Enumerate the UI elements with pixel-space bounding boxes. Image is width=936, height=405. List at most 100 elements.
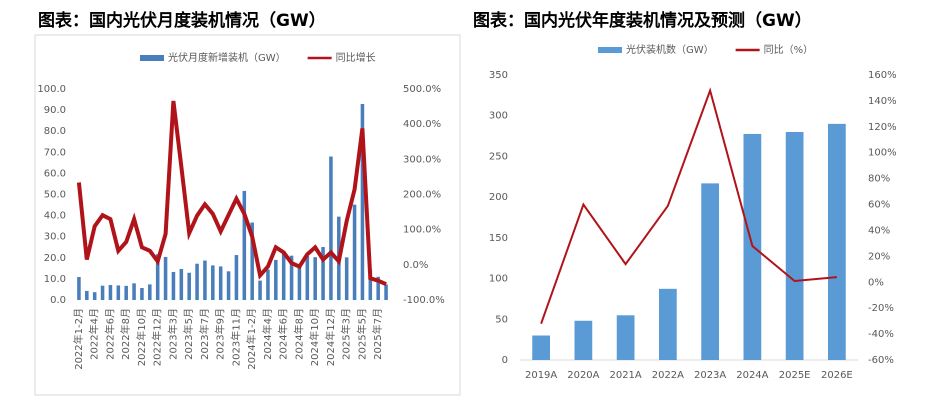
x-tick-label: 2024A: [736, 370, 768, 381]
y2-tick-label: -20%: [868, 303, 894, 314]
y2-tick-label: 40%: [868, 225, 890, 236]
bar: [828, 123, 846, 360]
bar: [281, 251, 286, 300]
x-tick-label: 2022年8月: [119, 308, 132, 360]
y-tick-label: 20.0: [44, 253, 66, 264]
y-tick-label: 80.0: [44, 126, 66, 137]
bar: [92, 292, 97, 300]
bar: [171, 271, 176, 300]
x-tick-label: 2022年6月: [103, 308, 116, 360]
bar: [344, 257, 349, 300]
bar: [360, 103, 365, 300]
y-tick-label: 70.0: [44, 147, 66, 158]
y-tick-label: 300: [489, 111, 508, 122]
x-tick-label: 2023年5月: [182, 308, 195, 360]
y-tick-label: 50.0: [44, 190, 66, 201]
y2-tick-label: -40%: [868, 329, 894, 340]
line: [76, 100, 387, 287]
bar: [203, 260, 207, 300]
x-tick-label: 2022年10月: [135, 308, 148, 366]
bar: [250, 222, 254, 300]
x-tick-label: 2023年7月: [198, 308, 211, 360]
bar: [659, 288, 677, 360]
y2-tick-label: 80%: [868, 174, 890, 185]
x-tick-label: 2024年1-2月: [245, 308, 258, 370]
y2-tick-label: 140%: [868, 96, 897, 107]
legend-label: 同比（%）: [764, 44, 814, 56]
y-tick-label: 100.0: [37, 84, 66, 95]
x-tick-label: 2025年3月: [340, 308, 353, 360]
chart-title: 图表：国内光伏月度装机情况（GW）: [38, 10, 326, 31]
x-tick-label: 2024年4月: [261, 308, 274, 360]
y2-tick-label: 100.0%: [403, 225, 441, 236]
x-tick-label: 2024年6月: [277, 308, 290, 360]
legend-swatch: [598, 47, 622, 53]
chart-title: 图表：国内光伏年度装机情况及预测（GW）: [473, 10, 812, 31]
y2-tick-label: 300.0%: [403, 154, 441, 165]
bar: [100, 285, 105, 300]
bar: [701, 183, 719, 360]
y-tick-label: 50: [495, 314, 508, 325]
y2-tick-label: 160%: [868, 70, 897, 81]
y-tick-label: 200: [489, 192, 508, 203]
legend-label: 光伏月度新增装机（GW）: [168, 51, 286, 64]
y2-tick-label: 60%: [868, 200, 890, 211]
bar: [532, 335, 550, 360]
bar: [274, 259, 278, 300]
x-tick-label: 2022年4月: [88, 308, 101, 360]
y-tick-label: 30.0: [44, 232, 66, 243]
bar: [85, 290, 89, 300]
y-tick-label: 40.0: [44, 211, 66, 222]
bar: [140, 287, 144, 300]
y2-tick-label: 0%: [868, 277, 884, 288]
x-tick-label: 2025年7月: [371, 308, 384, 360]
bar: [313, 257, 317, 300]
bar: [211, 265, 215, 300]
y2-tick-label: 500.0%: [403, 84, 441, 95]
chart-frame: [34, 34, 461, 396]
bar: [218, 266, 223, 300]
x-tick-label: 2024年8月: [292, 308, 305, 360]
y2-tick-label: 0.0%: [403, 260, 428, 271]
bar: [108, 285, 113, 300]
x-tick-label: 2021A: [609, 370, 641, 381]
x-tick-label: 2025年5月: [355, 308, 368, 360]
y2-tick-label: -60%: [868, 355, 894, 366]
bar: [368, 269, 373, 300]
y-tick-label: 0.0: [50, 295, 66, 306]
x-tick-label: 2022A: [652, 370, 684, 381]
bar: [329, 156, 333, 300]
bar: [305, 255, 310, 300]
bar: [376, 276, 380, 300]
y-tick-label: 10.0: [44, 274, 66, 285]
x-tick-label: 2024年10月: [308, 308, 321, 366]
y-tick-label: 90.0: [44, 105, 66, 116]
bar: [179, 268, 184, 300]
y-tick-label: 0: [502, 355, 508, 366]
bar: [242, 190, 247, 300]
bar: [321, 247, 325, 300]
bar: [77, 277, 81, 300]
bar: [148, 284, 152, 300]
y-tick-label: 350: [489, 70, 508, 81]
x-tick-label: 2023年9月: [214, 308, 227, 360]
bar: [163, 256, 168, 300]
bar: [574, 320, 593, 360]
bar: [187, 272, 191, 300]
bar: [785, 132, 804, 360]
x-tick-label: 2023年3月: [166, 308, 179, 360]
y2-tick-label: 200.0%: [403, 190, 441, 201]
y2-tick-label: 400.0%: [403, 119, 441, 130]
bar: [384, 284, 388, 300]
legend-label: 同比增长: [336, 51, 376, 64]
bar: [234, 255, 239, 300]
y2-tick-label: 20%: [868, 251, 890, 262]
bar: [616, 315, 635, 360]
y2-tick-label: 100%: [868, 148, 897, 159]
legend-label: 光伏装机数（GW）: [626, 43, 714, 56]
x-tick-label: 2022年1-2月: [72, 308, 85, 370]
bar: [132, 283, 136, 300]
legend-swatch: [140, 55, 164, 61]
x-tick-label: 2024年12月: [324, 308, 337, 366]
